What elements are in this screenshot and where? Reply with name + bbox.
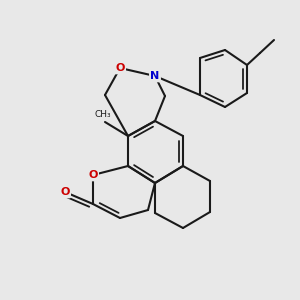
Text: O: O [88, 170, 98, 180]
Text: N: N [150, 71, 160, 81]
Text: O: O [115, 63, 125, 73]
Text: CH₃: CH₃ [95, 110, 111, 119]
Text: O: O [60, 187, 70, 197]
